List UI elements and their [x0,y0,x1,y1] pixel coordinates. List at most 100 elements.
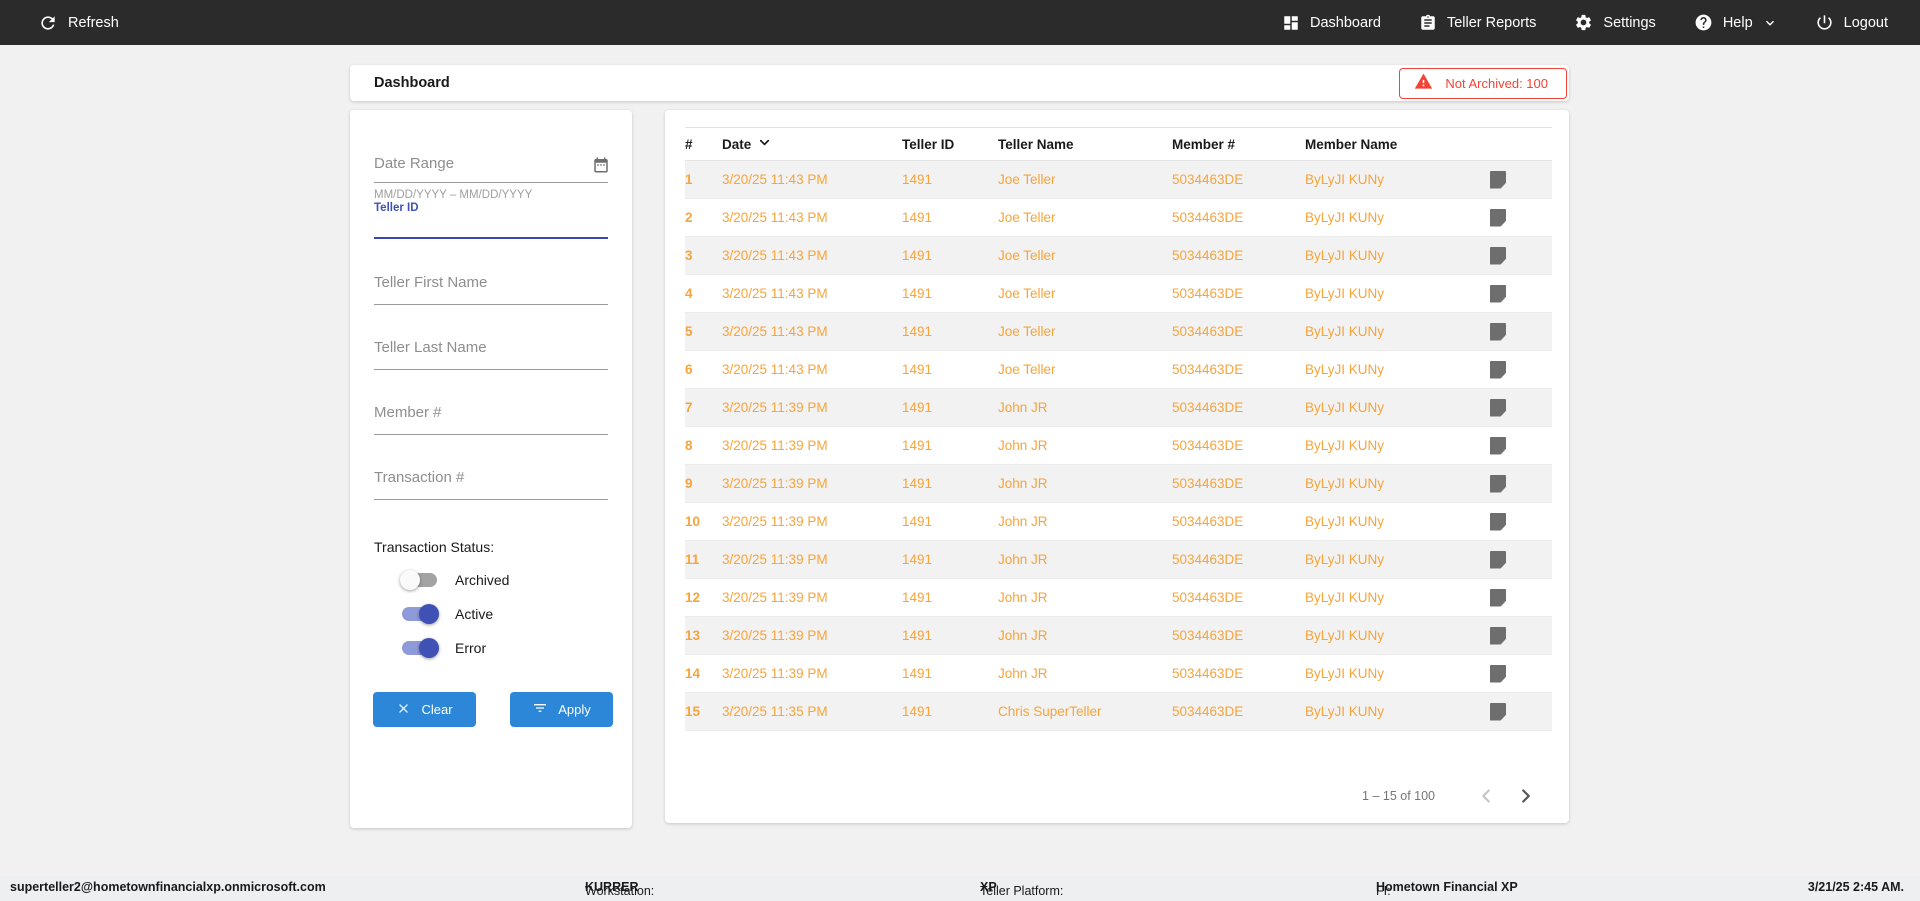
table-row[interactable]: 9 3/20/25 11:39 PM 1491 John JR 5034463D… [685,465,1552,503]
cell-member-number: 5034463DE [1172,704,1244,719]
nav-item-dashboard[interactable]: Dashboard [1282,14,1381,32]
nav-menu: Dashboard Teller Reports Settings Help L… [1282,13,1888,32]
cell-member-name: ByLyJI KUNy [1305,286,1385,301]
chevron-down-icon [1763,16,1777,30]
note-icon[interactable] [1490,512,1506,531]
cell-teller-name: John JR [998,438,1048,453]
cell-teller-id: 1491 [902,324,933,339]
column-header-teller-name[interactable]: Teller Name [998,136,1074,152]
archived-toggle-label: Archived [455,572,510,588]
teller-last-name-input[interactable]: Teller Last Name [374,339,487,356]
refresh-icon [38,13,58,33]
table-row[interactable]: 4 3/20/25 11:43 PM 1491 Joe Teller 50344… [685,275,1552,313]
filter-panel: Date Range MM/DD/YYYY – MM/DD/YYYY Telle… [350,110,632,828]
active-toggle[interactable] [402,604,439,624]
note-icon[interactable] [1490,550,1506,569]
fi-value: Hometown Financial XP [1376,880,1518,894]
note-icon[interactable] [1490,360,1506,379]
cell-row-number: 6 [685,362,693,377]
apply-button[interactable]: Apply [510,692,613,727]
table-row[interactable]: 10 3/20/25 11:39 PM 1491 John JR 5034463… [685,503,1552,541]
column-header-date[interactable]: Date [722,135,902,153]
cell-teller-id: 1491 [902,248,933,263]
table-row[interactable]: 5 3/20/25 11:43 PM 1491 Joe Teller 50344… [685,313,1552,351]
note-icon[interactable] [1490,322,1506,341]
calendar-icon[interactable] [592,156,610,179]
note-icon[interactable] [1490,398,1506,417]
cell-row-number: 9 [685,476,693,491]
cell-row-number: 2 [685,210,693,225]
next-page-button[interactable] [1511,781,1541,811]
table-row[interactable]: 8 3/20/25 11:39 PM 1491 John JR 5034463D… [685,427,1552,465]
note-icon[interactable] [1490,284,1506,303]
note-icon[interactable] [1490,246,1506,265]
close-icon [396,701,411,719]
table-row[interactable]: 14 3/20/25 11:39 PM 1491 John JR 5034463… [685,655,1552,693]
note-icon[interactable] [1490,474,1506,493]
table-row[interactable]: 3 3/20/25 11:43 PM 1491 Joe Teller 50344… [685,237,1552,275]
table-row[interactable]: 6 3/20/25 11:43 PM 1491 Joe Teller 50344… [685,351,1552,389]
table-row[interactable]: 1 3/20/25 11:43 PM 1491 Joe Teller 50344… [685,161,1552,199]
cell-teller-name: Joe Teller [998,286,1056,301]
archived-toggle[interactable] [400,570,437,590]
note-icon[interactable] [1490,702,1506,721]
cell-row-number: 1 [685,172,693,187]
cell-date: 3/20/25 11:39 PM [722,438,828,453]
cell-row-number: 12 [685,590,701,605]
cell-row-number: 4 [685,286,693,301]
cell-row-number: 11 [685,552,700,567]
teller-first-name-input[interactable]: Teller First Name [374,274,488,291]
pagination-range: 1 – 15 of 100 [1362,789,1435,803]
power-icon [1815,13,1834,32]
note-icon[interactable] [1490,588,1506,607]
cell-member-number: 5034463DE [1172,476,1244,491]
cell-teller-id: 1491 [902,552,933,567]
member-number-input[interactable]: Member # [374,404,442,421]
note-icon[interactable] [1490,436,1506,455]
table-row[interactable]: 11 3/20/25 11:39 PM 1491 John JR 5034463… [685,541,1552,579]
error-toggle[interactable] [402,638,439,658]
nav-item-logout[interactable]: Logout [1815,13,1888,32]
column-header-member-number[interactable]: Member # [1172,136,1236,152]
table-row[interactable]: 7 3/20/25 11:39 PM 1491 John JR 5034463D… [685,389,1552,427]
fi-info: FI: Hometown Financial XP [1376,880,1518,898]
cell-date: 3/20/25 11:43 PM [722,248,828,263]
status-datetime: 3/21/25 2:45 AM. [1807,880,1904,894]
table-row[interactable]: 12 3/20/25 11:39 PM 1491 John JR 5034463… [685,579,1552,617]
logged-in-user: superteller2@hometownfinancialxp.onmicro… [10,880,326,894]
platform-value: XP [980,880,997,894]
note-icon[interactable] [1490,170,1506,189]
active-toggle-label: Active [455,606,494,622]
table-row[interactable]: 2 3/20/25 11:43 PM 1491 Joe Teller 50344… [685,199,1552,237]
cell-teller-name: John JR [998,476,1048,491]
teller-id-input[interactable] [374,237,608,239]
cell-row-number: 13 [685,628,701,643]
cell-row-number: 8 [685,438,693,453]
cell-member-name: ByLyJI KUNy [1305,666,1385,681]
clear-button[interactable]: Clear [373,692,476,727]
nav-item-help[interactable]: Help [1694,13,1777,32]
table-row[interactable]: 13 3/20/25 11:39 PM 1491 John JR 5034463… [685,617,1552,655]
column-header-member-name[interactable]: Member Name [1305,136,1398,152]
dashboard-icon [1282,14,1300,32]
transaction-number-input[interactable]: Transaction # [374,469,465,486]
table-row[interactable]: 15 3/20/25 11:35 PM 1491 Chris SuperTell… [685,693,1552,731]
cell-member-number: 5034463DE [1172,628,1244,643]
cell-member-name: ByLyJI KUNy [1305,324,1385,339]
refresh-button[interactable]: Refresh [38,13,119,33]
cell-teller-name: John JR [998,400,1048,415]
previous-page-button[interactable] [1471,781,1501,811]
nav-item-settings[interactable]: Settings [1574,13,1656,32]
cell-member-name: ByLyJI KUNy [1305,248,1385,263]
nav-item-teller-reports[interactable]: Teller Reports [1419,14,1536,32]
column-header-teller-id[interactable]: Teller ID [902,136,955,152]
note-icon[interactable] [1490,208,1506,227]
note-icon[interactable] [1490,626,1506,645]
date-range-input[interactable]: Date Range [374,155,455,172]
note-icon[interactable] [1490,664,1506,683]
transaction-number-underline [374,499,608,500]
page-title: Dashboard [374,75,450,91]
fi-label: FI: [1376,884,1391,898]
nav-label-dashboard: Dashboard [1310,14,1381,31]
cell-teller-id: 1491 [902,286,933,301]
